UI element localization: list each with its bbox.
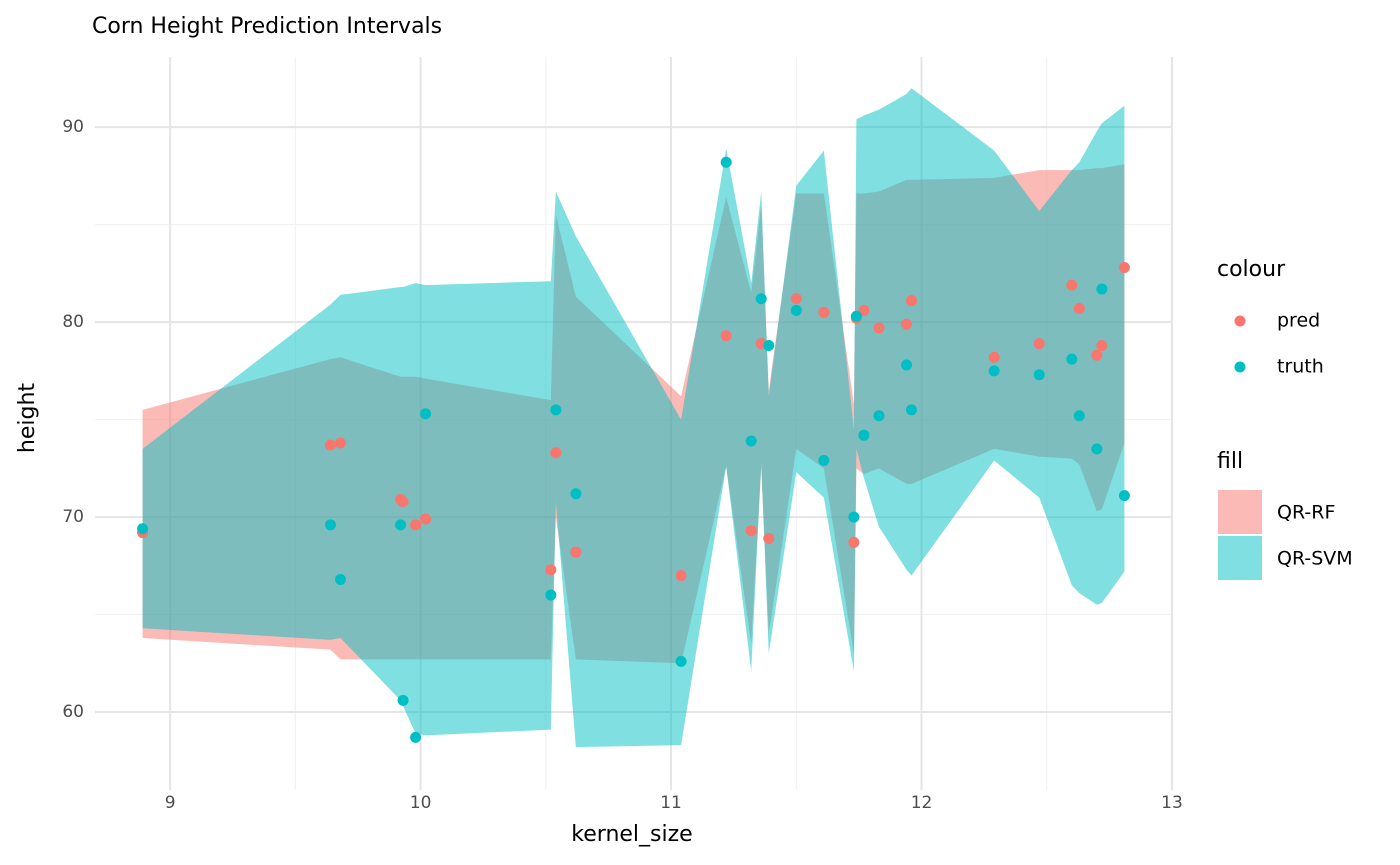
point [1073,302,1085,314]
point [420,408,432,420]
point [848,511,860,523]
point [755,293,767,305]
point [790,293,802,305]
legend-key [1218,536,1262,580]
point [137,523,149,535]
point [420,513,432,525]
legend-label: QR-RF [1277,502,1335,524]
y-tick-label: 70 [62,507,84,527]
x-tick-label: 9 [165,793,176,813]
point [818,306,830,318]
point [988,351,1000,363]
point [395,519,407,531]
legend-marker [1234,361,1246,373]
chart-title: Corn Height Prediction Intervals [92,14,442,39]
point [763,340,775,352]
point [901,318,913,330]
point [324,439,336,451]
legend-label: truth [1277,356,1324,378]
x-tick-label: 10 [410,793,432,813]
point [410,519,422,531]
point [545,564,557,576]
y-tick-label: 80 [62,312,84,332]
point [545,589,557,601]
ribbon [142,88,1125,748]
point [818,455,830,467]
point [397,694,409,706]
legend-key [1218,490,1262,534]
point [334,573,346,585]
point [1091,443,1103,455]
point [675,570,687,582]
point [1033,338,1045,350]
point [745,525,757,537]
point [1118,262,1130,274]
point [410,731,422,743]
point [334,437,346,449]
point [906,404,918,416]
legend-title: fill [1217,449,1243,474]
x-tick-label: 12 [911,793,933,813]
y-tick-label: 60 [62,702,84,722]
point [675,655,687,667]
point [858,429,870,441]
point [550,447,562,459]
x-tick-label: 13 [1161,793,1183,813]
point [1091,349,1103,361]
point [1033,369,1045,381]
point [873,322,885,334]
point [763,533,775,545]
legend-title: colour [1217,257,1286,282]
point [790,304,802,316]
legend-label: QR-SVM [1277,548,1353,570]
point [570,546,582,558]
point [1066,353,1078,365]
x-tick-label: 11 [660,793,682,813]
point [720,330,732,342]
point [873,410,885,422]
point [1096,283,1108,295]
point [550,404,562,416]
point [397,495,409,507]
x-axis-title: kernel_size [571,822,692,847]
point [1073,410,1085,422]
point [324,519,336,531]
point [1118,490,1130,502]
point [901,359,913,371]
point [720,156,732,168]
point [1096,340,1108,352]
point [850,310,862,322]
legend-marker [1234,315,1246,327]
point [988,365,1000,377]
legend-label: pred [1277,310,1320,332]
y-tick-label: 90 [62,117,84,137]
point [858,304,870,316]
y-axis-title: height [15,383,40,453]
point [570,488,582,500]
point [906,295,918,307]
point [848,536,860,548]
point [745,435,757,447]
point [1066,279,1078,291]
